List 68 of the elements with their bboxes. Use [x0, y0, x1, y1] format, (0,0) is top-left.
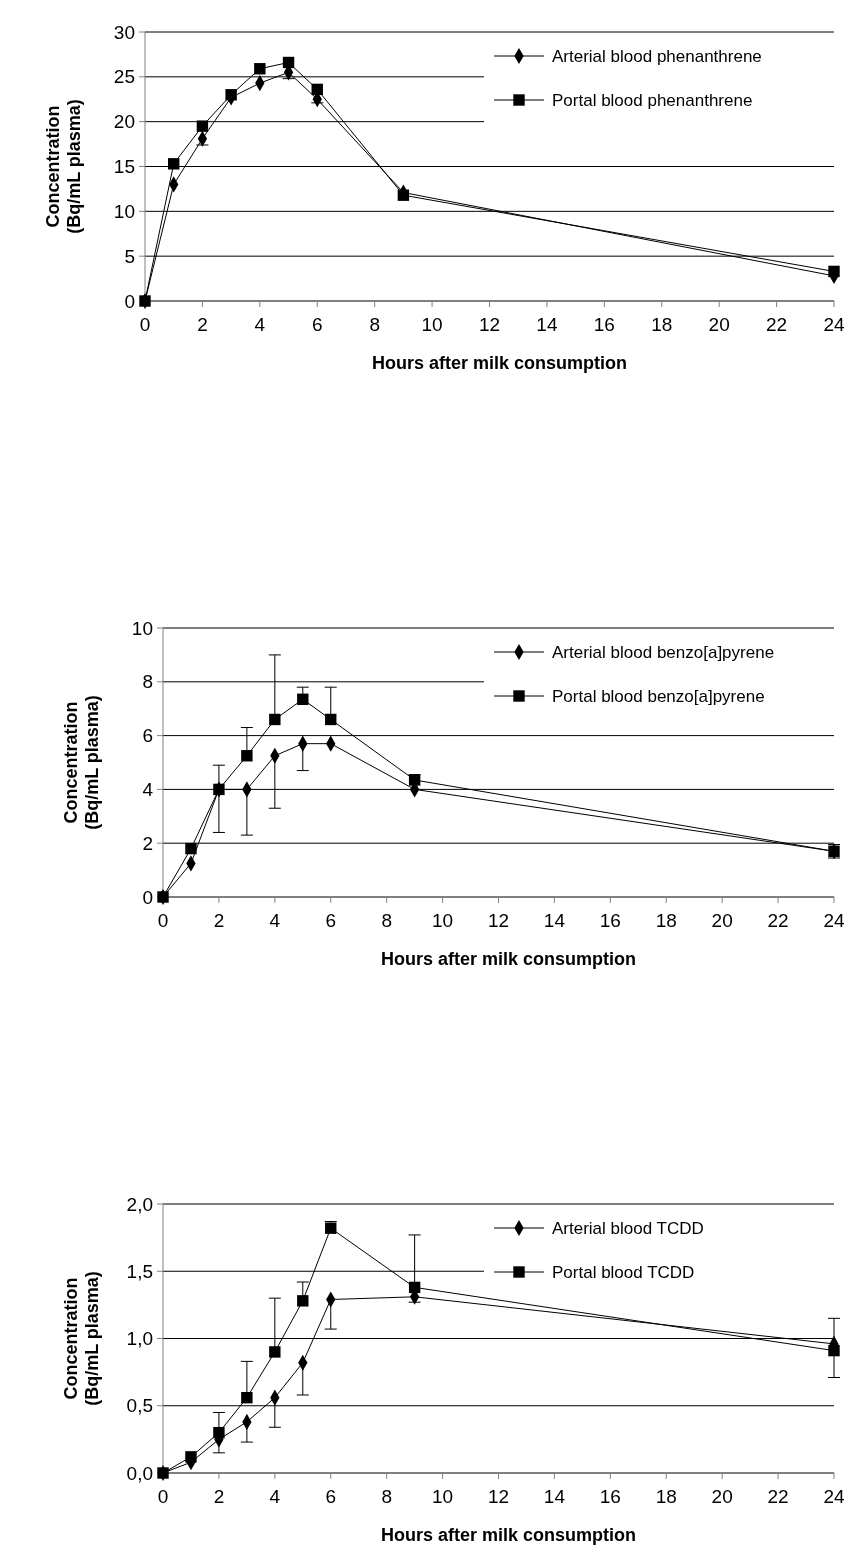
x-tick-label: 22 [767, 1486, 789, 1507]
legend-label: Portal blood benzo[a]pyrene [552, 686, 765, 706]
x-tick-label: 14 [543, 910, 566, 931]
x-tick-label: 18 [655, 1486, 677, 1507]
x-tick-label: 24 [823, 314, 844, 335]
x-tick-label: 22 [766, 314, 788, 335]
x-tick-label: 4 [254, 314, 266, 335]
x-tick-label: 16 [593, 314, 615, 335]
x-tick-label: 24 [823, 1486, 844, 1507]
x-tick-label: 12 [487, 910, 510, 931]
x-tick-label: 0 [157, 910, 169, 931]
x-tick-label: 2 [213, 1486, 225, 1507]
y-tick-label: 6 [142, 725, 153, 747]
x-axis-title: Hours after milk consumption [380, 1525, 637, 1545]
x-axis-title: Hours after milk consumption [380, 949, 637, 969]
x-tick-label: 18 [651, 314, 673, 335]
legend-label: Arterial blood TCDD [552, 1218, 704, 1238]
legend-label: Arterial blood benzo[a]pyrene [552, 642, 775, 662]
y-tick-label: 5 [124, 245, 135, 267]
y-tick-label: 0 [142, 886, 153, 908]
x-tick-label: 12 [487, 1486, 510, 1507]
x-tick-label: 10 [432, 910, 454, 931]
y-tick-label: 4 [142, 779, 154, 801]
x-tick-label: 24 [823, 910, 844, 931]
x-tick-label: 8 [369, 314, 380, 335]
y-tick-label: 30 [113, 21, 135, 43]
y-tick-label: 1,0 [126, 1328, 153, 1350]
y-tick-label: 20 [113, 111, 135, 133]
x-axis-title: Hours after milk consumption [371, 353, 628, 373]
y-tick-label: 10 [131, 617, 153, 639]
x-tick-label: 16 [599, 1486, 621, 1507]
x-tick-label: 2 [197, 314, 208, 335]
y-tick-label: 2 [142, 832, 153, 854]
x-tick-label: 0 [157, 1486, 169, 1507]
x-tick-label: 22 [767, 910, 789, 931]
x-tick-label: 6 [325, 1486, 337, 1507]
y-tick-label: 10 [113, 200, 135, 222]
y-tick-label: 0,5 [126, 1395, 153, 1417]
y-tick-label: 1,5 [126, 1260, 153, 1282]
legend-label: Portal blood TCDD [552, 1262, 695, 1282]
x-tick-label: 10 [432, 1486, 454, 1507]
y-tick-label: 0,0 [126, 1462, 153, 1484]
legend-label: Arterial blood phenanthrene [552, 46, 762, 66]
x-tick-label: 4 [269, 910, 281, 931]
x-tick-label: 14 [543, 1486, 566, 1507]
y-tick-label: 15 [113, 156, 135, 178]
x-tick-label: 8 [381, 910, 392, 931]
x-tick-label: 4 [269, 1486, 281, 1507]
y-axis-title: Concentration (Bq/mL plasma) [60, 1271, 103, 1406]
y-tick-label: 0 [124, 290, 135, 312]
x-tick-label: 20 [711, 910, 733, 931]
x-tick-label: 2 [213, 910, 225, 931]
x-tick-label: 12 [478, 314, 501, 335]
y-tick-label: 8 [142, 671, 153, 693]
x-tick-label: 10 [421, 314, 443, 335]
x-tick-label: 6 [325, 910, 337, 931]
legend-label: Portal blood phenanthrene [552, 90, 753, 110]
x-tick-label: 18 [655, 910, 677, 931]
x-tick-label: 20 [711, 1486, 733, 1507]
x-tick-label: 16 [599, 910, 621, 931]
y-axis-title: Concentration (Bq/mL plasma) [60, 695, 103, 830]
y-tick-label: 2,0 [126, 1193, 153, 1215]
x-tick-label: 14 [536, 314, 558, 335]
x-tick-label: 8 [381, 1486, 392, 1507]
x-tick-label: 6 [311, 314, 323, 335]
y-tick-label: 25 [113, 66, 135, 88]
x-tick-label: 20 [708, 314, 730, 335]
y-axis-title: Concentration (Bq/mL plasma) [42, 99, 85, 234]
